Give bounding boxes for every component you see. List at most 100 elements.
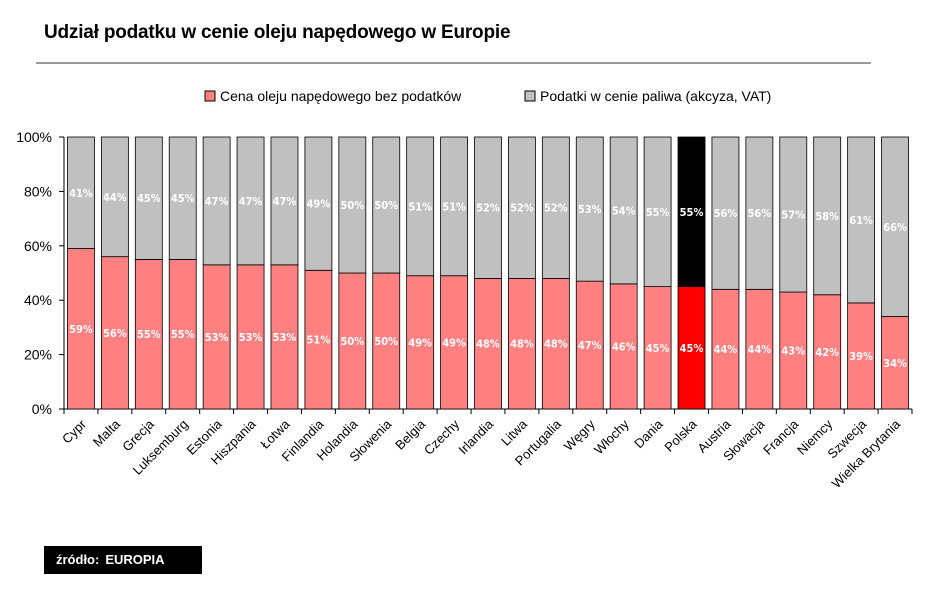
bar-tax-14 — [541, 136, 570, 279]
legend-label-base: Cena oleju napędowego bez podatków — [220, 88, 462, 104]
data-label-base: 48% — [544, 338, 568, 351]
bar-tax-9 — [372, 136, 401, 274]
data-label-tax: 50% — [340, 199, 364, 212]
data-label-tax: 55% — [646, 206, 670, 219]
data-label-base: 55% — [137, 328, 161, 341]
bar-tax-0 — [67, 136, 95, 249]
data-label-base: 44% — [714, 343, 738, 356]
data-label-tax: 54% — [612, 204, 636, 217]
bar-tax-17 — [643, 136, 672, 288]
legend-swatch-base — [204, 90, 216, 102]
data-label-base: 50% — [374, 335, 398, 348]
bar-tax-24 — [881, 136, 909, 317]
data-label-tax: 41% — [69, 187, 93, 200]
bar-tax-8 — [338, 136, 367, 274]
y-tick-label: 80% — [24, 183, 52, 199]
data-label-base: 53% — [205, 331, 229, 344]
chart-title: Udział podatku w cenie oleju napędowego … — [44, 22, 511, 43]
title-divider — [36, 62, 871, 64]
data-label-tax: 44% — [103, 191, 127, 204]
bar-base-5 — [236, 264, 265, 410]
data-label-base: 53% — [273, 331, 297, 344]
data-label-base: 43% — [781, 345, 805, 358]
data-label-tax: 47% — [239, 195, 263, 208]
bar-base-16 — [609, 283, 638, 410]
bar-base-1 — [100, 256, 129, 410]
bar-base-10 — [406, 275, 435, 410]
data-label-tax: 51% — [442, 200, 466, 213]
y-tick-label: 40% — [24, 292, 52, 308]
data-label-base: 53% — [239, 331, 263, 344]
bar-tax-16 — [609, 136, 638, 285]
bar-base-2 — [134, 258, 163, 410]
x-tick-label: Malta — [90, 416, 124, 450]
bar-base-23 — [847, 302, 876, 410]
bar-base-21 — [779, 291, 808, 410]
source-note: źródło: EUROPIA — [44, 546, 202, 574]
data-label-tax: 52% — [476, 202, 500, 215]
data-label-tax: 55% — [680, 206, 704, 219]
bar-tax-1 — [100, 136, 129, 258]
data-label-base: 51% — [307, 334, 331, 347]
data-label-base: 55% — [171, 328, 195, 341]
data-label-base: 56% — [103, 327, 127, 340]
data-label-base: 48% — [476, 338, 500, 351]
bar-tax-12 — [474, 136, 502, 279]
bar-tax-4 — [202, 136, 231, 266]
data-label-tax: 50% — [374, 199, 398, 212]
bar-base-0 — [67, 248, 95, 410]
x-tick-label: Polska — [661, 416, 700, 455]
data-label-tax: 52% — [510, 202, 534, 215]
x-tick-label: Czechy — [421, 416, 463, 458]
source-label: źródło: — [56, 552, 100, 567]
bar-tax-22 — [813, 136, 842, 296]
data-label-base: 47% — [578, 339, 602, 352]
bar-tax-23 — [847, 136, 876, 304]
bar-tax-10 — [406, 136, 435, 277]
data-label-base: 39% — [849, 350, 873, 363]
data-label-tax: 47% — [205, 195, 229, 208]
data-label-tax: 61% — [849, 214, 873, 227]
x-tick-label: Dania — [631, 416, 666, 451]
bar-tax-2 — [134, 136, 163, 260]
bar-base-8 — [338, 272, 367, 410]
data-label-base: 59% — [69, 323, 93, 336]
bar-base-14 — [541, 278, 570, 410]
bar-tax-6 — [270, 136, 299, 266]
bar-base-22 — [813, 294, 842, 410]
bar-base-3 — [168, 258, 197, 410]
y-tick-label: 100% — [16, 129, 52, 145]
bar-tax-15 — [575, 136, 604, 282]
data-label-tax: 47% — [273, 195, 297, 208]
data-label-tax: 51% — [408, 200, 432, 213]
bar-base-11 — [440, 275, 468, 410]
y-tick-label: 60% — [24, 238, 52, 254]
data-label-tax: 45% — [137, 192, 161, 205]
bar-tax-11 — [440, 136, 468, 277]
data-label-base: 42% — [815, 346, 839, 359]
bar-base-9 — [372, 272, 401, 410]
x-tick-label: Cypr — [59, 416, 89, 446]
bar-tax-13 — [508, 136, 536, 279]
bar-base-12 — [474, 278, 502, 410]
data-label-base: 34% — [883, 357, 907, 370]
legend: Cena oleju napędowego bez podatków Podat… — [204, 88, 771, 104]
bar-base-15 — [575, 280, 604, 410]
bar-base-17 — [643, 286, 672, 410]
data-label-tax: 49% — [307, 198, 331, 211]
data-label-tax: 56% — [748, 207, 772, 220]
data-label-base: 45% — [646, 342, 670, 355]
x-tick-label: Włochy — [591, 416, 632, 457]
x-tick-label: Irlandia — [455, 416, 496, 457]
data-label-base: 49% — [442, 336, 466, 349]
legend-label-tax: Podatki w cenie paliwa (akcyza, VAT) — [540, 88, 771, 104]
data-label-base: 49% — [408, 336, 432, 349]
data-label-tax: 58% — [815, 210, 839, 223]
bar-tax-18 — [677, 136, 706, 288]
x-tick-label: Francja — [760, 416, 802, 458]
bar-tax-7 — [304, 136, 333, 271]
bar-tax-21 — [779, 136, 808, 293]
legend-swatch-tax — [524, 90, 536, 102]
bar-tax-5 — [236, 136, 265, 266]
bar-tax-3 — [168, 136, 197, 260]
